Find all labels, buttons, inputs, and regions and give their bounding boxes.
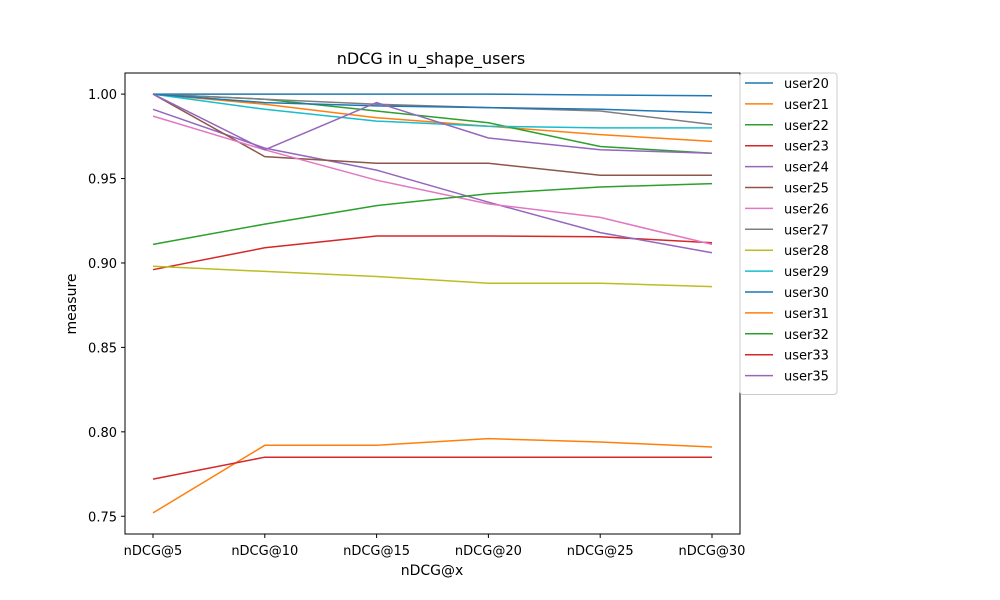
series-line-user26	[152, 115, 713, 246]
series-line-user23	[152, 235, 713, 271]
legend-label-user33: user33	[784, 349, 829, 364]
x-tick-label: nDCG@30	[679, 544, 746, 559]
chart-title: nDCG in u_shape_users	[337, 49, 525, 69]
series-line-user25	[152, 93, 712, 176]
series-line-user30	[152, 93, 713, 114]
series-line-user33	[152, 456, 712, 480]
x-tick-label: nDCG@25	[567, 544, 634, 559]
legend-label-user28: user28	[784, 244, 829, 259]
legend-label-user32: user32	[784, 328, 829, 343]
legend-box	[739, 72, 838, 395]
series-line-user28	[152, 265, 713, 288]
series-line-user32	[152, 182, 713, 246]
y-tick-label: 1.00	[88, 88, 117, 103]
y-axis: 0.75 0.80 0.85 0.90 0.95 1.00	[88, 88, 125, 525]
plot-lines	[152, 93, 713, 514]
series-line-user35	[152, 93, 713, 154]
y-tick-label: 0.75	[88, 510, 117, 525]
y-tick-label: 0.95	[88, 173, 117, 188]
legend-label-user26: user26	[784, 202, 829, 217]
legend: user20 user21 user22 user23 user24 user25 user…	[739, 72, 838, 395]
y-tick-label: 0.90	[88, 257, 117, 272]
x-tick-label: nDCG@20	[455, 544, 522, 559]
legend-label-user27: user27	[784, 223, 829, 238]
x-tick-label: nDCG@5	[124, 544, 183, 559]
x-tick-label: nDCG@15	[343, 544, 410, 559]
y-tick-label: 0.80	[88, 426, 117, 441]
legend-label-user30: user30	[784, 286, 829, 301]
legend-label-user23: user23	[784, 140, 829, 155]
series-line-user29	[152, 93, 712, 129]
y-axis-title: measure	[64, 273, 80, 334]
legend-label-user21: user21	[784, 98, 829, 113]
x-axis: nDCG@5 nDCG@10 nDCG@15 nDCG@20 nDCG@25 nDCG@3…	[124, 534, 746, 559]
x-axis-title: nDCG@x	[401, 563, 464, 579]
legend-label-user24: user24	[784, 161, 829, 176]
series-line-user24	[152, 108, 713, 254]
legend-label-user31: user31	[784, 307, 829, 322]
series-line-user31	[152, 437, 713, 514]
x-tick-label: nDCG@10	[231, 544, 298, 559]
legend-label-user35: user35	[784, 370, 829, 385]
series-line-user27	[152, 93, 713, 126]
legend-label-user29: user29	[784, 265, 829, 280]
legend-label-user20: user20	[784, 77, 829, 92]
y-tick-label: 0.85	[88, 341, 117, 356]
legend-label-user22: user22	[784, 119, 829, 134]
series-line-user20	[153, 93, 713, 97]
series-line-user21	[152, 93, 713, 143]
legend-label-user25: user25	[784, 182, 829, 197]
